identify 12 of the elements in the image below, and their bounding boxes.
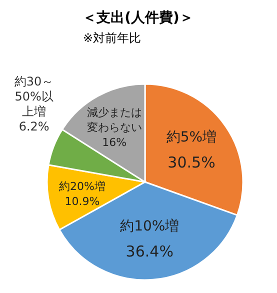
slice-label: 減少または変わらない xyxy=(86,106,142,134)
chart-title: ＜支出(人件費)＞ xyxy=(82,10,194,26)
slice-label: 約30～50%以上増 xyxy=(14,74,54,118)
slice-label: 約5%増 xyxy=(166,128,217,146)
data-label: 36.4% xyxy=(126,242,174,261)
data-label: 16% xyxy=(102,136,127,150)
data-label: 6.2% xyxy=(18,119,50,134)
slice-label: 約10%増 xyxy=(120,218,180,235)
data-label: 10.9% xyxy=(64,195,100,208)
chart-subtitle: ※対前年比 xyxy=(82,31,142,45)
data-label: 30.5% xyxy=(168,153,216,172)
slice-label: 約20%増 xyxy=(58,180,106,194)
